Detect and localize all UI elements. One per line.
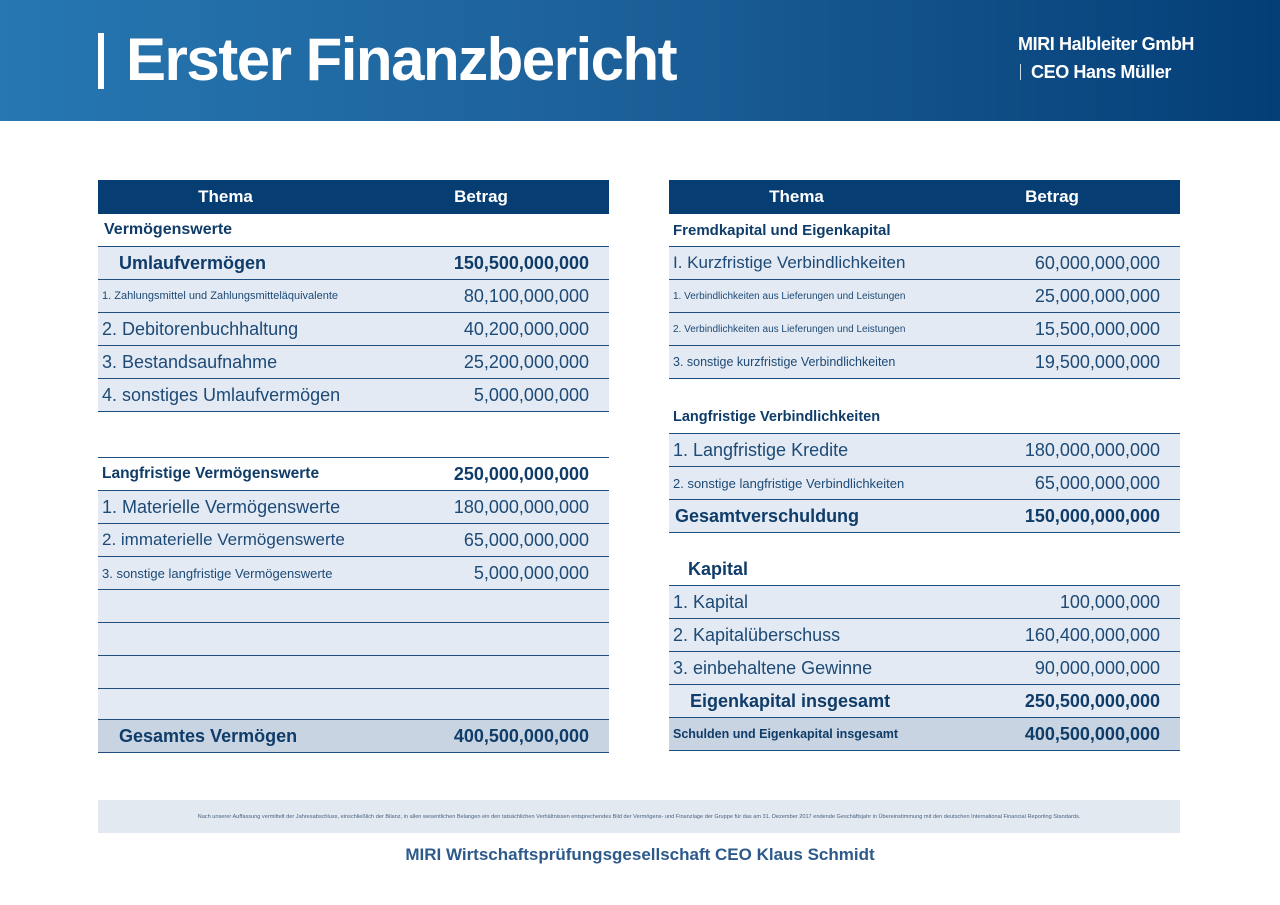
auditor-signature: MIRI Wirtschaftsprüfungsgesellschaft CEO…	[405, 845, 875, 864]
section-title: Kapital	[688, 558, 749, 579]
row-label: Gesamtes Vermögen	[119, 725, 298, 746]
section-title: Fremdkapital und Eigenkapital	[673, 221, 891, 239]
empty-row	[98, 656, 609, 689]
row-value: 5,000,000,000	[473, 384, 589, 405]
row-label: Eigenkapital insgesamt	[690, 690, 891, 711]
table-row: 4. sonstiges Umlaufvermögen 5,000,000,00…	[98, 379, 609, 412]
table-header: Thema Betrag	[98, 180, 609, 214]
table-row: 2. Debitorenbuchhaltung 40,200,000,000	[98, 313, 609, 346]
subtotal-row-current-assets: Umlaufvermögen 150,500,000,000	[98, 247, 609, 280]
row-label: 3. Bestandsaufnahme	[102, 351, 278, 372]
audit-opinion-note: Nach unserer Auffassung vermittelt der J…	[98, 800, 1180, 833]
table-row: 1. Langfristige Kredite 180,000,000,000	[669, 434, 1180, 467]
spacer	[669, 379, 1180, 401]
ceo-divider	[1020, 64, 1021, 80]
row-label: 3. einbehaltene Gewinne	[673, 657, 873, 678]
table-row: 3. sonstige langfristige Vermögenswerte …	[98, 557, 609, 590]
column-header-topic: Thema	[769, 187, 824, 206]
table-row: 3. einbehaltene Gewinne 90,000,000,000	[669, 652, 1180, 685]
row-label: 4. sonstiges Umlaufvermögen	[102, 384, 341, 405]
column-header-amount: Betrag	[454, 187, 508, 206]
empty-row	[98, 623, 609, 656]
row-label: Langfristige Vermögenswerte	[102, 465, 320, 482]
row-label: 2. Verbindlichkeiten aus Lieferungen und…	[673, 323, 906, 335]
row-label: 2. sonstige langfristige Verbindlichkeit…	[673, 475, 905, 491]
section-title: Vermögenswerte	[104, 221, 233, 238]
row-value: 15,500,000,000	[1034, 318, 1160, 339]
row-label: Schulden und Eigenkapital insgesamt	[673, 727, 899, 741]
row-value: 150,000,000,000	[1024, 505, 1160, 526]
column-header-topic: Thema	[198, 187, 253, 206]
empty-row	[98, 590, 609, 623]
company-name: MIRI Halbleiter GmbH	[1018, 34, 1195, 54]
row-value: 150,500,000,000	[453, 252, 589, 273]
row-value: 19,500,000,000	[1034, 351, 1160, 372]
row-value: 65,000,000,000	[1034, 472, 1160, 493]
table-row: 3. Bestandsaufnahme 25,200,000,000	[98, 346, 609, 379]
row-value: 60,000,000,000	[1034, 252, 1160, 273]
subtotal-row-noncurrent-assets: Langfristige Vermögenswerte 250,000,000,…	[98, 458, 609, 491]
row-value: 400,500,000,000	[453, 725, 589, 746]
page-title: Erster Finanzbericht	[126, 26, 678, 93]
row-label: 3. sonstige langfristige Vermögenswerte	[102, 565, 333, 581]
row-value: 160,400,000,000	[1024, 624, 1160, 645]
company-ceo: CEO Hans Müller	[1031, 62, 1172, 82]
column-header-amount: Betrag	[1025, 187, 1079, 206]
row-value: 80,100,000,000	[463, 285, 589, 306]
section-title-row: Langfristige Verbindlichkeiten	[669, 401, 1180, 434]
row-value: 180,000,000,000	[453, 496, 589, 517]
table-header: Thema Betrag	[669, 180, 1180, 214]
row-label: 1. Verbindlichkeiten aus Lieferungen und…	[673, 290, 906, 302]
grand-total-row-assets: Gesamtes Vermögen 400,500,000,000	[98, 720, 609, 753]
row-label: Umlaufvermögen	[119, 252, 267, 273]
section-title-row: Vermögenswerte	[98, 214, 609, 247]
row-label: 1. Langfristige Kredite	[673, 439, 849, 460]
table-row: 1. Verbindlichkeiten aus Lieferungen und…	[669, 280, 1180, 313]
table-row: 2. Kapitalüberschuss 160,400,000,000	[669, 619, 1180, 652]
section-title-row: Fremdkapital und Eigenkapital	[669, 214, 1180, 247]
grand-total-row-liabilities-equity: Schulden und Eigenkapital insgesamt 400,…	[669, 718, 1180, 751]
row-value: 40,200,000,000	[463, 318, 589, 339]
row-value: 100,000,000	[1059, 591, 1160, 612]
row-value: 180,000,000,000	[1024, 439, 1160, 460]
row-label: 2. Kapitalüberschuss	[673, 624, 841, 645]
table-row: 1. Kapital 100,000,000	[669, 586, 1180, 619]
table-row: 1. Zahlungsmittel und Zahlungsmitteläqui…	[98, 280, 609, 313]
row-value: 250,000,000,000	[453, 463, 589, 484]
report-header: Erster Finanzbericht MIRI Halbleiter Gmb…	[0, 0, 1280, 121]
spacer	[98, 412, 609, 458]
row-label: 1. Zahlungsmittel und Zahlungsmitteläqui…	[102, 290, 339, 302]
title-accent-bar	[98, 33, 104, 89]
row-label: I. Kurzfristige Verbindlichkeiten	[673, 253, 906, 272]
row-label: 1. Kapital	[673, 591, 749, 612]
spacer	[669, 533, 1180, 553]
row-label: 3. sonstige kurzfristige Verbindlichkeit…	[673, 355, 896, 369]
row-value: 25,000,000,000	[1034, 285, 1160, 306]
subtotal-row-current-liabilities: I. Kurzfristige Verbindlichkeiten 60,000…	[669, 247, 1180, 280]
empty-row	[98, 689, 609, 720]
table-row: 2. sonstige langfristige Verbindlichkeit…	[669, 467, 1180, 500]
section-title: Langfristige Verbindlichkeiten	[673, 409, 881, 425]
row-value: 5,000,000,000	[473, 562, 589, 583]
row-label: 2. Debitorenbuchhaltung	[102, 318, 299, 339]
table-row: 1. Materielle Vermögenswerte 180,000,000…	[98, 491, 609, 524]
section-title-row: Kapital	[669, 553, 1180, 586]
row-label: 1. Materielle Vermögenswerte	[102, 496, 341, 517]
assets-table: Thema Betrag Vermögenswerte Umlaufvermög…	[98, 180, 609, 753]
row-value: 250,500,000,000	[1024, 690, 1160, 711]
row-value: 65,000,000,000	[463, 529, 589, 550]
row-value: 400,500,000,000	[1024, 723, 1160, 744]
table-row: 3. sonstige kurzfristige Verbindlichkeit…	[669, 346, 1180, 379]
row-label: Gesamtverschuldung	[675, 505, 860, 526]
table-row: 2. immaterielle Vermögenswerte 65,000,00…	[98, 524, 609, 557]
row-value: 90,000,000,000	[1034, 657, 1160, 678]
equity-total-row: Eigenkapital insgesamt 250,500,000,000	[669, 685, 1180, 718]
liabilities-equity-table: Thema Betrag Fremdkapital und Eigenkapit…	[669, 180, 1180, 751]
row-value: 25,200,000,000	[463, 351, 589, 372]
row-label: 2. immaterielle Vermögenswerte	[102, 530, 345, 549]
table-row: 2. Verbindlichkeiten aus Lieferungen und…	[669, 313, 1180, 346]
total-debt-row: Gesamtverschuldung 150,000,000,000	[669, 500, 1180, 533]
